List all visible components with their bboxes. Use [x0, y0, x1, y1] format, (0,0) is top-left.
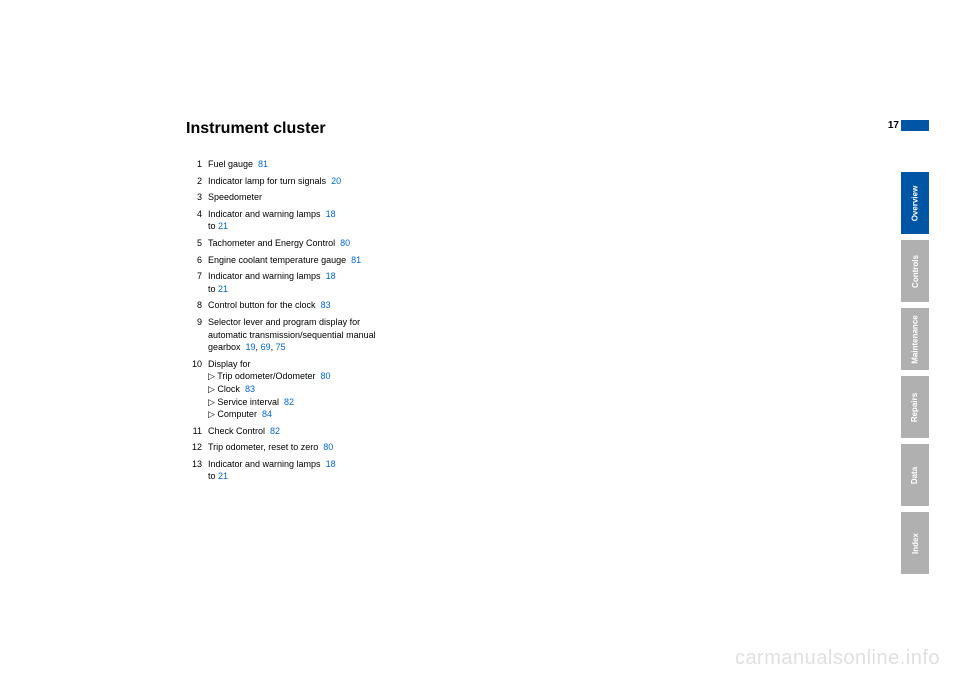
list-item: 8 Control button for the clock 83 — [186, 299, 546, 312]
page-link[interactable]: 20 — [331, 176, 341, 186]
page-link[interactable]: 84 — [262, 409, 272, 419]
tab-controls[interactable]: Controls — [901, 240, 929, 302]
page-link[interactable]: 83 — [245, 384, 255, 394]
list-item: 10Display for▷ Trip odometer/Odometer 80… — [186, 358, 546, 421]
page-link[interactable]: 81 — [351, 255, 361, 265]
page-link[interactable]: 81 — [258, 159, 268, 169]
list-item: 12 Trip odometer, reset to zero 80 — [186, 441, 546, 454]
item-text: Check Control 82 — [208, 425, 280, 438]
item-number: 8 — [186, 299, 202, 312]
item-number: 5 — [186, 237, 202, 250]
item-number: 6 — [186, 254, 202, 267]
item-number: 10 — [186, 358, 202, 421]
tab-label: Data — [911, 466, 920, 483]
item-number: 3 — [186, 191, 202, 204]
item-text: Control button for the clock 83 — [208, 299, 331, 312]
tab-index[interactable]: Index — [901, 512, 929, 574]
section-tabs: Overview Controls Maintenance Repairs Data In… — [901, 172, 929, 580]
tab-repairs[interactable]: Repairs — [901, 376, 929, 438]
page-link[interactable]: 21 — [218, 221, 228, 231]
tab-label: Index — [911, 533, 920, 554]
list-item: 11 Check Control 82 — [186, 425, 546, 438]
item-number: 7 — [186, 270, 202, 295]
page-link[interactable]: 21 — [218, 471, 228, 481]
item-number: 12 — [186, 441, 202, 454]
page-link[interactable]: 18 — [326, 271, 336, 281]
item-text: Indicator and warning lamps 18 to 21 — [208, 270, 336, 295]
list-item: 1 Fuel gauge 81 — [186, 158, 546, 171]
item-text: Fuel gauge 81 — [208, 158, 268, 171]
item-text: Speedometer — [208, 191, 262, 204]
tab-data[interactable]: Data — [901, 444, 929, 506]
page-link[interactable]: 80 — [320, 371, 330, 381]
page-link[interactable]: 80 — [323, 442, 333, 452]
header-accent-bar — [901, 120, 929, 131]
item-number: 13 — [186, 458, 202, 483]
item-text: Indicator lamp for turn signals 20 — [208, 175, 341, 188]
page-title: Instrument cluster — [186, 120, 546, 138]
list-item: 5 Tachometer and Energy Control 80 — [186, 237, 546, 250]
item-number: 1 — [186, 158, 202, 171]
item-text: Tachometer and Energy Control 80 — [208, 237, 350, 250]
page-number: 17 — [888, 120, 899, 131]
watermark: carmanualsonline.info — [735, 647, 940, 670]
list-item: 13Indicator and warning lamps 18 to 21 — [186, 458, 546, 483]
list-item: 4Indicator and warning lamps 18 to 21 — [186, 208, 546, 233]
list-item: 6 Engine coolant temperature gauge 81 — [186, 254, 546, 267]
page-link[interactable]: 19 — [246, 342, 256, 352]
tab-label: Overview — [911, 185, 920, 221]
item-number: 11 — [186, 425, 202, 438]
list-item: 7Indicator and warning lamps 18 to 21 — [186, 270, 546, 295]
page-content: Instrument cluster 1 Fuel gauge 81 2 Indica… — [186, 120, 546, 487]
item-text: Selector lever and program display for a… — [208, 316, 388, 354]
tab-label: Repairs — [911, 392, 920, 421]
page-link[interactable]: 82 — [270, 426, 280, 436]
list-item: 9Selector lever and program display for … — [186, 316, 546, 354]
item-text: Display for▷ Trip odometer/Odometer 80▷ … — [208, 358, 331, 421]
item-text: Indicator and warning lamps 18 to 21 — [208, 208, 336, 233]
list-item: 2 Indicator lamp for turn signals 20 — [186, 175, 546, 188]
page-link[interactable]: 75 — [276, 342, 286, 352]
tab-maintenance[interactable]: Maintenance — [901, 308, 929, 370]
list-item: 3 Speedometer — [186, 191, 546, 204]
item-number: 4 — [186, 208, 202, 233]
page-link[interactable]: 21 — [218, 284, 228, 294]
page-link[interactable]: 18 — [326, 209, 336, 219]
page-link[interactable]: 80 — [340, 238, 350, 248]
tab-label: Controls — [911, 255, 920, 288]
tab-label: Maintenance — [911, 315, 920, 363]
item-list: 1 Fuel gauge 81 2 Indicator lamp for turn s… — [186, 158, 546, 483]
item-number: 2 — [186, 175, 202, 188]
page-link[interactable]: 83 — [321, 300, 331, 310]
page-link[interactable]: 69 — [261, 342, 271, 352]
tab-overview[interactable]: Overview — [901, 172, 929, 234]
page-link[interactable]: 82 — [284, 397, 294, 407]
item-number: 9 — [186, 316, 202, 354]
item-text: Indicator and warning lamps 18 to 21 — [208, 458, 336, 483]
page-link[interactable]: 18 — [326, 459, 336, 469]
item-text: Trip odometer, reset to zero 80 — [208, 441, 333, 454]
item-text: Engine coolant temperature gauge 81 — [208, 254, 361, 267]
